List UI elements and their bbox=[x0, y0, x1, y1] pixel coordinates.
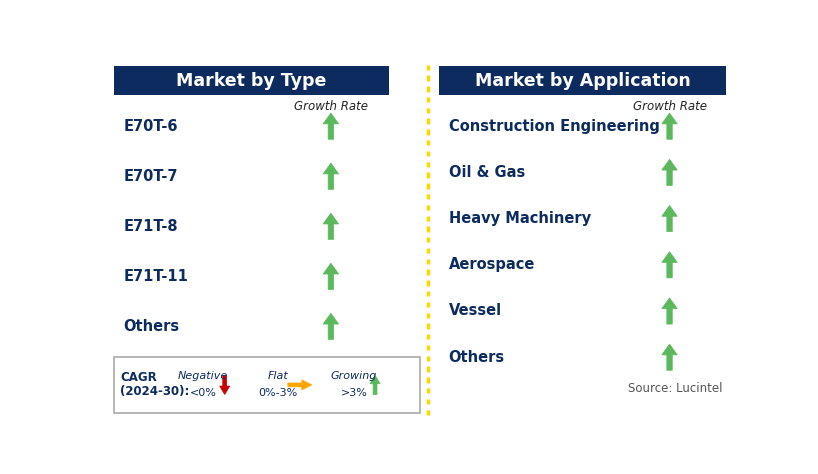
Text: Growing: Growing bbox=[331, 372, 377, 382]
Bar bbox=[114, 357, 420, 413]
Text: Others: Others bbox=[449, 350, 505, 365]
Text: Vessel: Vessel bbox=[449, 303, 501, 319]
Polygon shape bbox=[662, 159, 677, 185]
Polygon shape bbox=[662, 252, 677, 278]
Text: Oil & Gas: Oil & Gas bbox=[449, 165, 525, 180]
Text: Others: Others bbox=[124, 319, 179, 334]
Text: Heavy Machinery: Heavy Machinery bbox=[449, 211, 591, 226]
Text: E70T-6: E70T-6 bbox=[124, 118, 178, 134]
Text: Growth Rate: Growth Rate bbox=[632, 100, 707, 113]
Text: (2024-30):: (2024-30): bbox=[120, 385, 190, 398]
Text: Negative: Negative bbox=[178, 372, 228, 382]
Polygon shape bbox=[662, 113, 677, 139]
Polygon shape bbox=[288, 380, 312, 390]
Polygon shape bbox=[662, 298, 677, 324]
Polygon shape bbox=[323, 213, 339, 239]
Text: Growth Rate: Growth Rate bbox=[294, 100, 368, 113]
Text: CAGR: CAGR bbox=[120, 372, 157, 384]
Text: Aerospace: Aerospace bbox=[449, 257, 535, 272]
Text: Market by Application: Market by Application bbox=[475, 72, 690, 90]
Text: 0%-3%: 0%-3% bbox=[258, 388, 298, 398]
Polygon shape bbox=[323, 313, 339, 339]
Text: Market by Type: Market by Type bbox=[176, 72, 326, 90]
Text: E70T-7: E70T-7 bbox=[124, 169, 178, 184]
Polygon shape bbox=[220, 375, 230, 394]
Text: Flat: Flat bbox=[267, 372, 289, 382]
Bar bbox=[439, 66, 726, 95]
Text: E71T-8: E71T-8 bbox=[124, 219, 178, 234]
Polygon shape bbox=[323, 163, 339, 189]
Text: E71T-11: E71T-11 bbox=[124, 269, 188, 284]
Polygon shape bbox=[662, 206, 677, 232]
Text: >3%: >3% bbox=[340, 388, 367, 398]
Bar bbox=[114, 66, 389, 95]
Text: Source: Lucintel: Source: Lucintel bbox=[627, 382, 722, 395]
Text: <0%: <0% bbox=[190, 388, 217, 398]
Polygon shape bbox=[370, 375, 380, 394]
Polygon shape bbox=[662, 344, 677, 370]
Text: Construction Engineering: Construction Engineering bbox=[449, 118, 659, 134]
Polygon shape bbox=[323, 263, 339, 290]
Polygon shape bbox=[323, 113, 339, 139]
